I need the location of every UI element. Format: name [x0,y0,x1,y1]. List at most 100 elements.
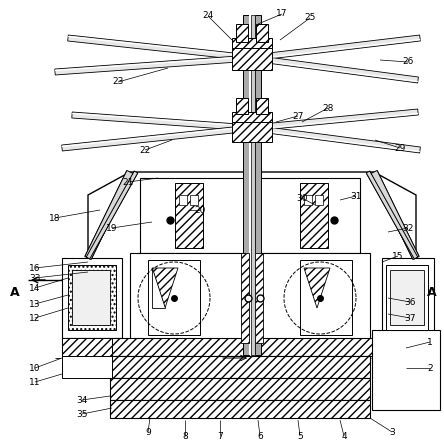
Text: 29: 29 [394,143,406,152]
Polygon shape [72,113,252,127]
Text: 3: 3 [389,428,395,436]
Text: 1: 1 [427,337,433,346]
Text: 6: 6 [257,432,263,440]
Bar [68,265,116,330]
Bar [249,15,255,355]
Bar [386,265,428,330]
Bar [232,122,272,142]
Bar [232,48,272,70]
Text: 14: 14 [29,284,41,293]
Bar [390,270,424,325]
Bar [62,356,112,378]
Polygon shape [252,129,420,152]
Bar [130,253,370,343]
Text: 22: 22 [139,146,151,155]
Bar [256,98,268,114]
Polygon shape [252,59,418,82]
Bar [62,338,434,356]
Text: 36: 36 [404,297,416,306]
Text: 37: 37 [404,313,416,322]
Bar [232,112,272,122]
Bar [236,98,248,114]
Polygon shape [62,125,252,151]
Text: 2: 2 [427,364,433,373]
Text: 21: 21 [122,178,134,186]
Bar [256,24,268,42]
Text: 9: 9 [145,428,151,436]
Text: 23: 23 [112,78,124,87]
Text: 31: 31 [350,191,362,201]
Bar [148,260,200,335]
Polygon shape [252,55,418,83]
Text: A: A [10,285,20,298]
Bar [110,356,370,378]
Text: 10: 10 [29,364,41,373]
Polygon shape [67,35,252,61]
Polygon shape [152,268,165,308]
Bar [255,253,263,343]
Bar [300,183,328,248]
Bar [243,15,249,355]
Text: 30: 30 [296,194,308,202]
Polygon shape [86,171,138,259]
Bar [251,15,255,355]
Text: 7: 7 [217,432,223,440]
Polygon shape [252,35,420,61]
Bar [110,378,370,400]
Bar [62,258,122,338]
Text: 35: 35 [76,409,88,419]
Text: 13: 13 [29,300,41,309]
Text: 26: 26 [402,58,414,67]
Text: 25: 25 [304,13,316,23]
Bar [304,195,312,205]
Bar [300,260,352,335]
Polygon shape [62,126,252,147]
Bar [232,38,272,48]
Bar [382,258,434,338]
Polygon shape [252,125,420,153]
Polygon shape [85,170,133,260]
Text: 24: 24 [202,12,214,20]
Text: A: A [427,285,437,298]
Bar [255,15,261,355]
Text: 20: 20 [194,206,206,214]
Text: 4: 4 [341,432,347,440]
Text: 27: 27 [292,111,304,120]
Polygon shape [68,36,252,57]
Bar [110,400,370,418]
Polygon shape [252,109,418,131]
Bar [241,253,249,343]
Bar [236,24,248,42]
Text: 33: 33 [29,274,41,282]
Bar [179,195,187,205]
Text: 17: 17 [276,9,288,19]
Polygon shape [366,171,418,259]
Polygon shape [152,268,178,308]
Bar [140,178,360,253]
Text: 34: 34 [76,396,87,404]
Text: 18: 18 [49,214,61,222]
Bar [315,195,323,205]
Bar [175,183,203,248]
Polygon shape [304,268,330,308]
Text: 5: 5 [297,432,303,440]
Polygon shape [55,56,252,71]
Polygon shape [371,170,419,260]
Text: 12: 12 [29,313,41,322]
Bar [372,330,440,410]
Text: 11: 11 [29,377,41,386]
Polygon shape [55,55,252,75]
Bar [62,338,112,356]
Polygon shape [252,113,418,130]
Text: 15: 15 [392,251,404,261]
Polygon shape [72,112,252,131]
Polygon shape [88,172,416,340]
Bar [72,270,110,325]
Text: 32: 32 [402,223,414,233]
Text: 16: 16 [29,263,41,273]
Bar [190,195,198,205]
Polygon shape [252,39,420,60]
Text: 28: 28 [322,103,334,112]
Text: 8: 8 [182,432,188,440]
Text: 19: 19 [106,223,118,233]
